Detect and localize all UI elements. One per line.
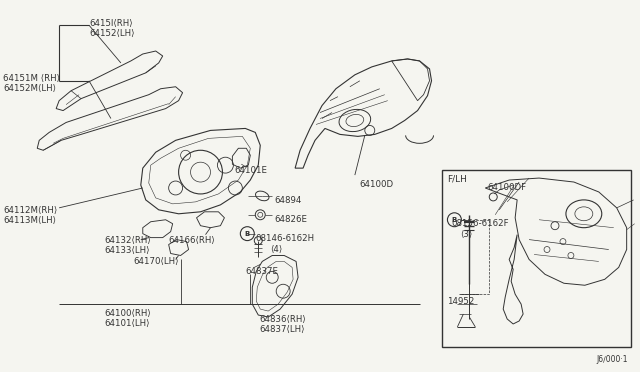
Text: 64101E: 64101E	[234, 166, 268, 175]
Text: 14952: 14952	[447, 297, 475, 306]
Text: 64132⟨RH⟩: 64132⟨RH⟩	[104, 235, 150, 245]
Text: 64151M ⟨RH⟩: 64151M ⟨RH⟩	[3, 74, 60, 83]
Text: 08156-6162F: 08156-6162F	[451, 219, 509, 228]
Text: 64894: 64894	[274, 196, 301, 205]
Text: 64100D: 64100D	[360, 180, 394, 189]
Text: F/LH: F/LH	[447, 174, 467, 183]
Text: 64100⟨RH⟩: 64100⟨RH⟩	[104, 309, 150, 318]
Text: 64170⟨LH⟩: 64170⟨LH⟩	[134, 257, 179, 266]
Text: 64836⟨RH⟩: 64836⟨RH⟩	[259, 315, 306, 324]
Text: 64133⟨LH⟩: 64133⟨LH⟩	[104, 246, 150, 254]
Text: 08146-6162H: 08146-6162H	[255, 234, 314, 243]
Text: 6415l⟨RH⟩: 6415l⟨RH⟩	[89, 19, 132, 28]
Text: 64166⟨RH⟩: 64166⟨RH⟩	[169, 235, 216, 245]
Text: 64837⟨LH⟩: 64837⟨LH⟩	[259, 325, 305, 334]
Text: 64113M⟨LH⟩: 64113M⟨LH⟩	[3, 216, 56, 225]
Text: 64826E: 64826E	[274, 215, 307, 224]
Text: 64837E: 64837E	[245, 267, 278, 276]
Text: J6∕000·1: J6∕000·1	[596, 355, 628, 364]
Bar	[442, 170, 630, 347]
Text: 64101⟨LH⟩: 64101⟨LH⟩	[104, 319, 150, 328]
Text: ⟨3⟩: ⟨3⟩	[460, 230, 472, 239]
Text: ⟨4⟩: ⟨4⟩	[270, 244, 282, 254]
Text: B: B	[244, 231, 250, 237]
Text: 64152M⟨LH⟩: 64152M⟨LH⟩	[3, 84, 56, 93]
Text: 64152⟨LH⟩: 64152⟨LH⟩	[89, 29, 134, 38]
Text: 64100DF: 64100DF	[487, 183, 526, 192]
Text: B: B	[452, 217, 457, 223]
Text: 64112M⟨RH⟩: 64112M⟨RH⟩	[3, 206, 58, 215]
